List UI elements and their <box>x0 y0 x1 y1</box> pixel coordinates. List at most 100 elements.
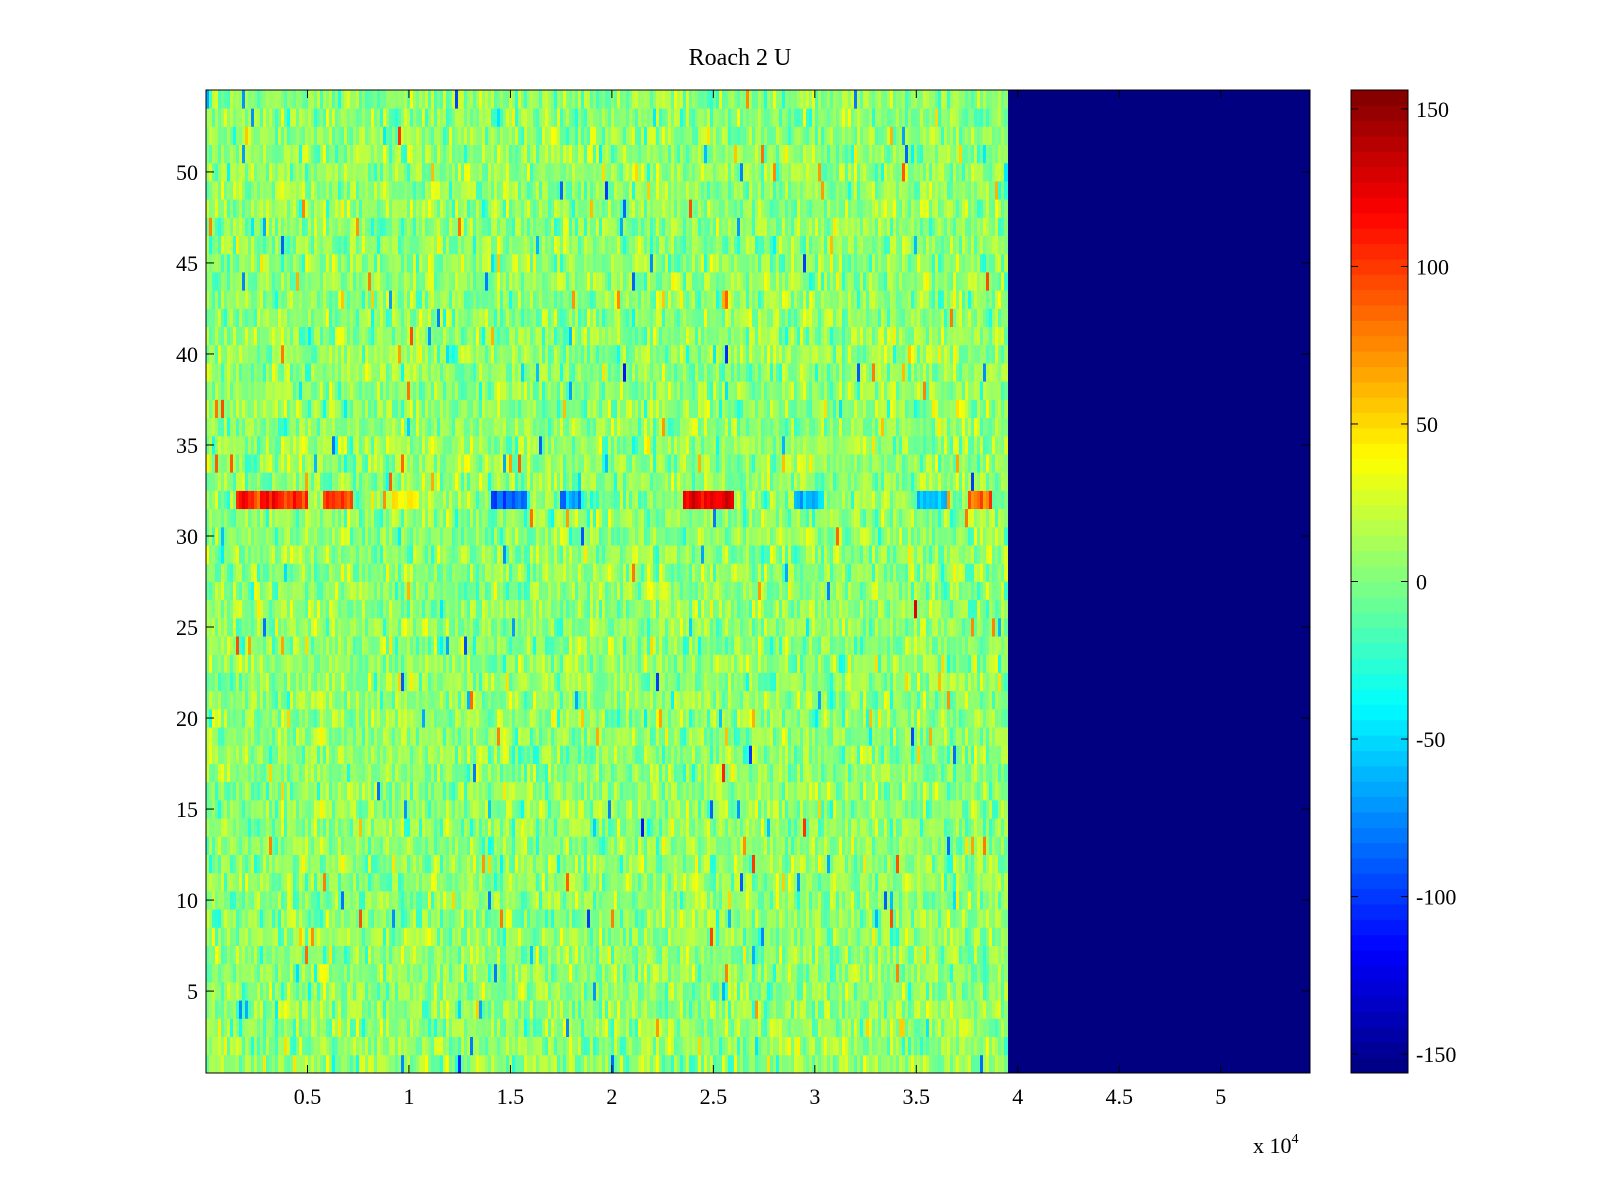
heatmap-cell <box>881 1018 885 1037</box>
heatmap-cell <box>815 781 819 801</box>
heatmap-cell <box>263 836 267 855</box>
heatmap-cell <box>971 799 975 819</box>
heatmap-cell <box>779 963 783 983</box>
heatmap-cell <box>368 1054 372 1074</box>
heatmap-cell <box>386 854 390 874</box>
heatmap-cell <box>521 981 525 1001</box>
heatmap-cell <box>266 890 270 910</box>
heatmap-cell <box>785 818 789 837</box>
heatmap-cell <box>518 836 522 855</box>
heatmap-cell <box>263 799 267 819</box>
heatmap-cell <box>932 1000 936 1019</box>
heatmap-cell <box>239 763 243 783</box>
heatmap-cell <box>521 1000 525 1019</box>
heatmap-cell <box>821 763 825 783</box>
heatmap-cell <box>308 854 312 874</box>
heatmap-cell <box>320 854 324 874</box>
heatmap-cell <box>758 872 762 892</box>
heatmap-cell <box>926 909 930 928</box>
heatmap-cell <box>761 799 765 819</box>
heatmap-cell <box>242 1000 246 1019</box>
heatmap-cell <box>869 909 873 928</box>
heatmap-cell <box>356 963 360 983</box>
heatmap-cell <box>467 854 471 874</box>
heatmap-cell <box>848 1018 852 1037</box>
heatmap-cell <box>320 818 324 837</box>
heatmap-cell <box>212 1054 216 1074</box>
heatmap-cell <box>281 872 285 892</box>
heatmap-cell <box>215 854 219 874</box>
heatmap-cell <box>704 799 708 819</box>
heatmap-cell <box>695 1054 699 1074</box>
heatmap-cell <box>317 981 321 1001</box>
heatmap-cell <box>962 818 966 837</box>
heatmap-cell <box>356 981 360 1001</box>
heatmap-cell <box>695 963 699 983</box>
heatmap-cell <box>869 836 873 855</box>
heatmap-cell <box>650 945 654 965</box>
heatmap-cell <box>518 745 522 764</box>
heatmap-cell <box>740 890 744 910</box>
heatmap-cell <box>791 1018 795 1037</box>
heatmap-cell <box>926 981 930 1001</box>
heatmap-cell <box>473 927 477 946</box>
heatmap-cell <box>794 1036 798 1056</box>
heatmap-cell <box>290 1054 294 1074</box>
heatmap-cell <box>578 890 582 910</box>
heatmap-cell <box>662 981 666 1001</box>
heatmap-cell <box>536 963 540 983</box>
heatmap-cell <box>869 945 873 965</box>
heatmap-cell <box>809 854 813 874</box>
heatmap-cell <box>224 818 228 837</box>
heatmap-cell <box>278 781 282 801</box>
heatmap-cell <box>395 909 399 928</box>
heatmap-cell <box>695 1018 699 1037</box>
heatmap-cell <box>611 909 615 928</box>
heatmap-cell <box>500 763 504 783</box>
heatmap-cell <box>824 745 828 764</box>
heatmap-cell <box>332 963 336 983</box>
heatmap-cell <box>788 818 792 837</box>
heatmap-cell <box>923 1018 927 1037</box>
heatmap-cell <box>806 836 810 855</box>
heatmap-cell <box>452 945 456 965</box>
heatmap-cell <box>863 854 867 874</box>
heatmap-cell <box>836 927 840 946</box>
heatmap-cell <box>872 781 876 801</box>
heatmap-cell <box>524 818 528 837</box>
heatmap-cell <box>809 1018 813 1037</box>
heatmap-cell <box>467 1036 471 1056</box>
heatmap-cell <box>683 818 687 837</box>
heatmap-cell <box>326 836 330 855</box>
heatmap-cell <box>935 1000 939 1019</box>
heatmap-cell <box>611 763 615 783</box>
heatmap-cell <box>485 854 489 874</box>
heatmap-cell <box>896 872 900 892</box>
heatmap-cell <box>248 1054 252 1074</box>
heatmap-cell <box>407 799 411 819</box>
heatmap-cell <box>668 763 672 783</box>
heatmap-cell <box>755 1000 759 1019</box>
heatmap-cell <box>641 1036 645 1056</box>
heatmap-cell <box>863 781 867 801</box>
heatmap-cell <box>731 818 735 837</box>
heatmap-cell <box>275 1036 279 1056</box>
heatmap-cell <box>560 836 564 855</box>
heatmap-cell <box>611 854 615 874</box>
heatmap-cell <box>905 763 909 783</box>
heatmap-cell <box>509 872 513 892</box>
heatmap-cell <box>230 836 234 855</box>
heatmap-cell <box>743 836 747 855</box>
heatmap-cell <box>284 909 288 928</box>
heatmap-cell <box>707 945 711 965</box>
heatmap-cell <box>878 836 882 855</box>
heatmap-cell <box>221 818 225 837</box>
heatmap-cell <box>908 763 912 783</box>
heatmap-cell <box>719 890 723 910</box>
heatmap-cell <box>614 927 618 946</box>
heatmap-cell <box>422 1018 426 1037</box>
heatmap-cell <box>644 818 648 837</box>
heatmap-cell <box>533 763 537 783</box>
heatmap-cell <box>320 872 324 892</box>
heatmap-cell <box>836 1000 840 1019</box>
